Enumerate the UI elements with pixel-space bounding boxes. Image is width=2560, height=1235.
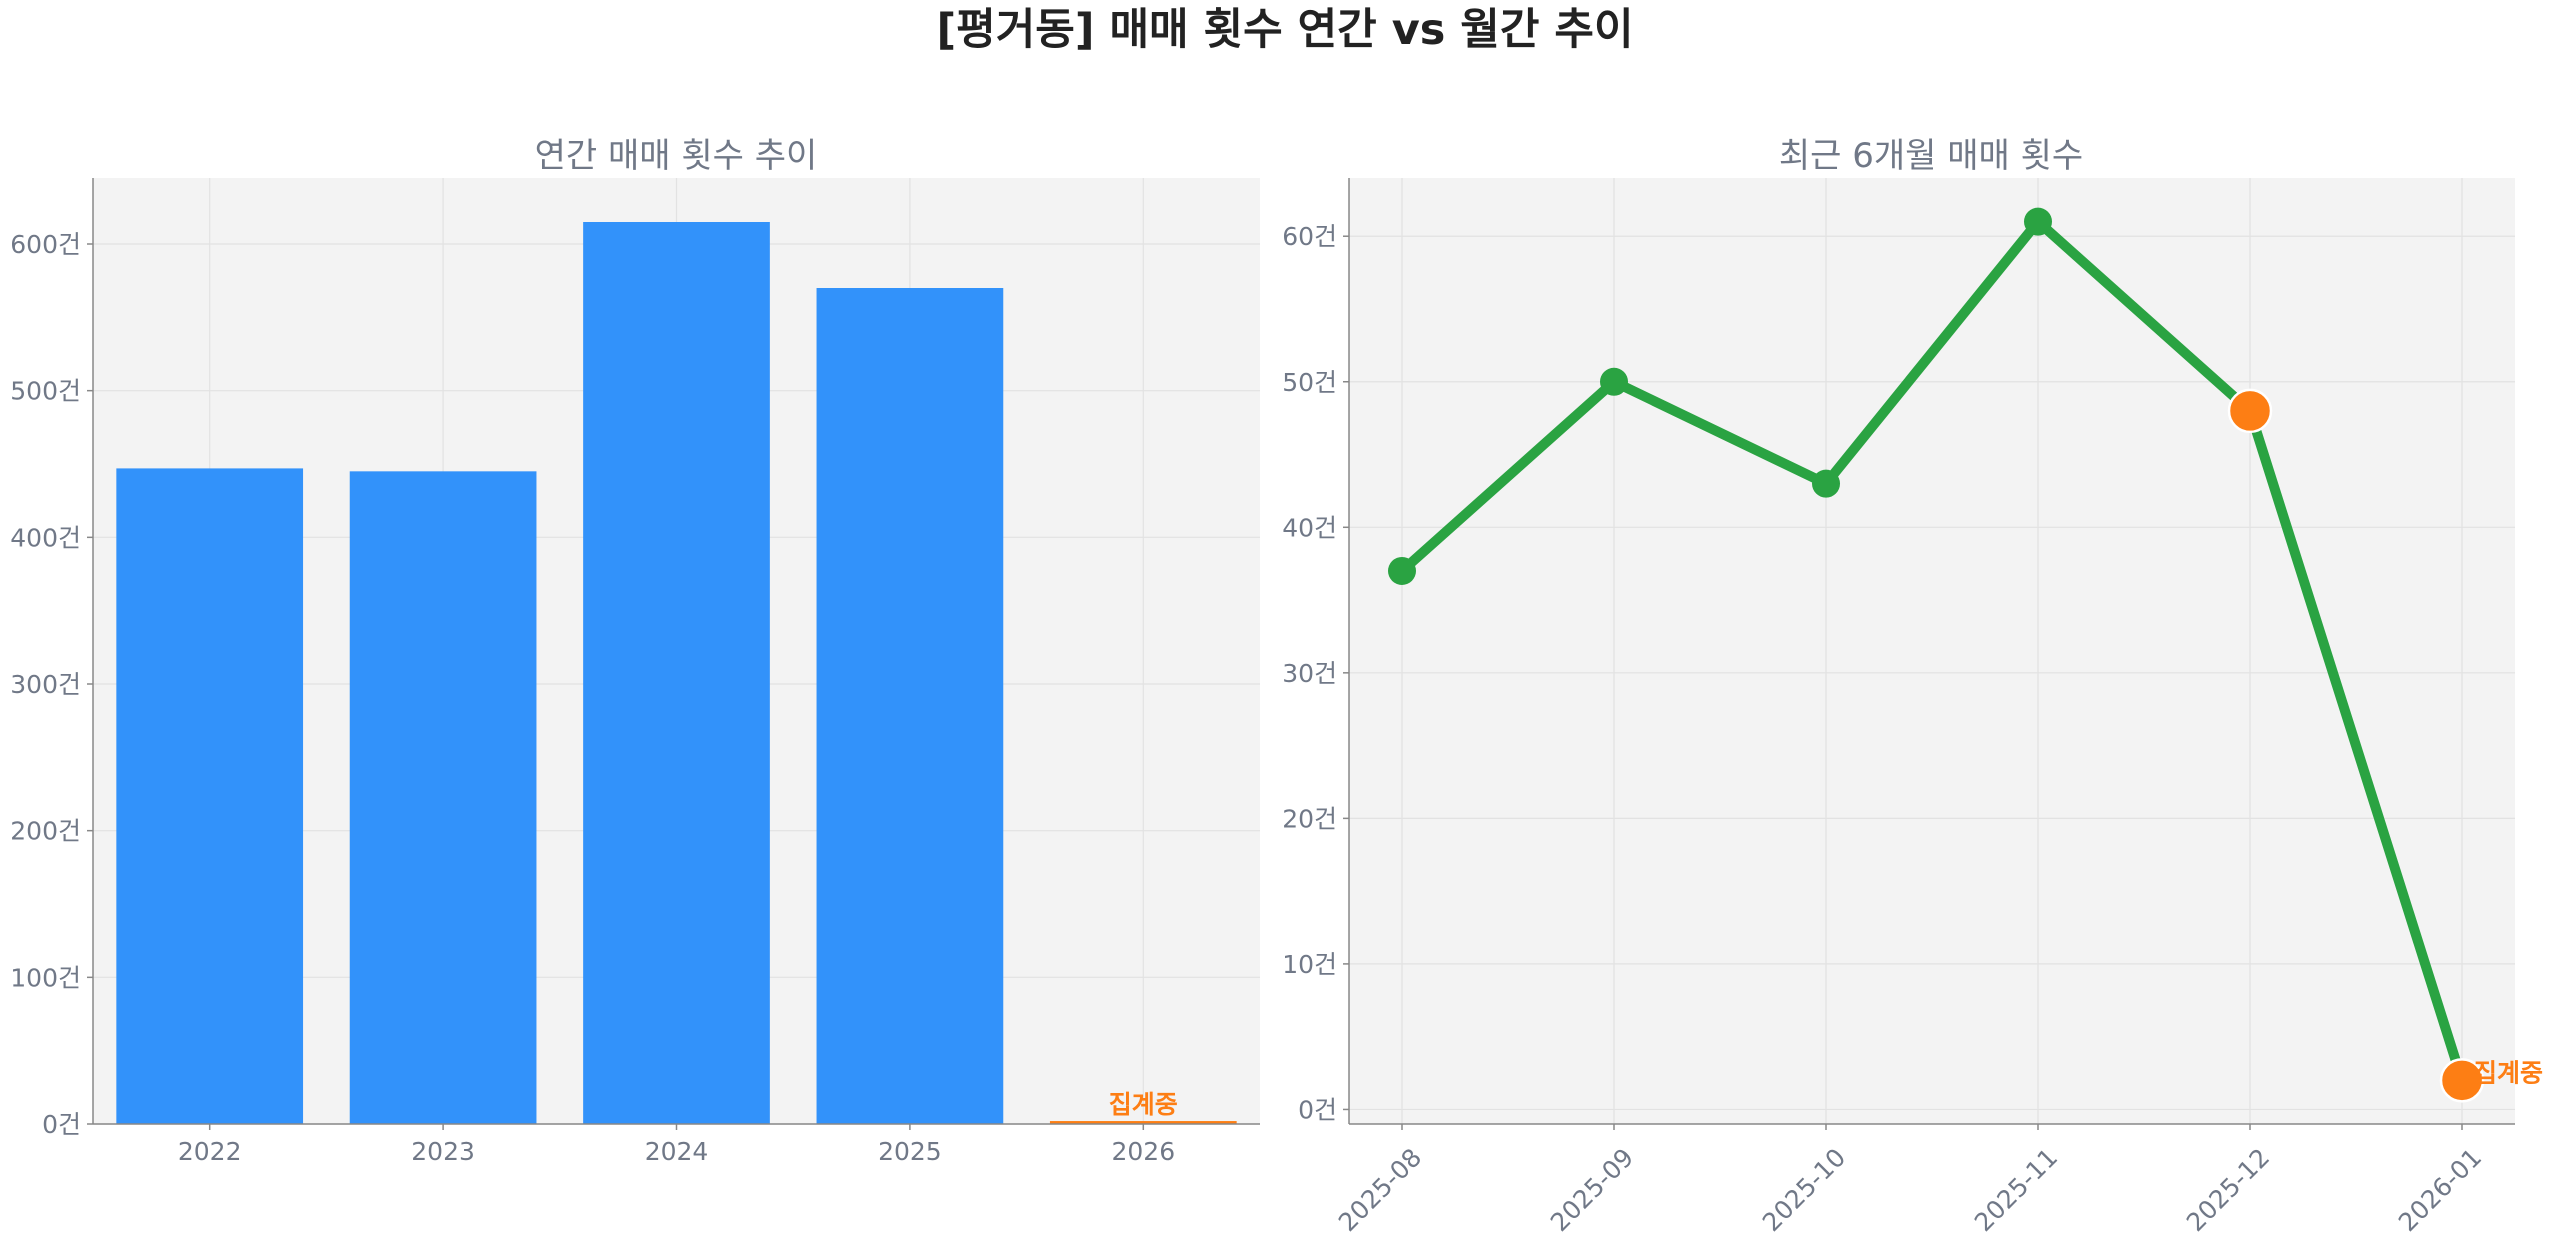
bar-2026 — [1049, 1121, 1237, 1124]
y-tick-label: 10건 — [1282, 950, 1337, 979]
annual-chart-title: 연간 매매 횟수 추이 — [535, 136, 818, 176]
annotation-label: 집계중 — [2474, 1058, 2543, 1087]
annual-bar-chart: 연간 매매 횟수 추이 0건 100건 200건 300건 400건 500건 600건 20… — [10, 136, 1260, 1166]
point-2025-10 — [1812, 469, 1840, 498]
y-tick-label: 0건 — [42, 1110, 81, 1139]
y-tick-label: 300건 — [10, 670, 81, 699]
y-tick-label: 500건 — [10, 377, 81, 406]
x-tick-label: 2024 — [645, 1137, 709, 1166]
y-tick-label: 50건 — [1282, 368, 1337, 397]
x-tick-label: 2025-08 — [1333, 1143, 1427, 1235]
x-tick-label: 2025-10 — [1757, 1143, 1851, 1235]
point-2025-09 — [1600, 367, 1628, 396]
highlight-point-2026-01 — [2439, 1058, 2485, 1103]
x-tick-label: 2025-12 — [2181, 1143, 2275, 1235]
y-tick-label: 20건 — [1282, 804, 1337, 833]
monthly-chart-title: 최근 6개월 매매 횟수 — [1779, 136, 2083, 176]
y-tick-label: 30건 — [1282, 659, 1337, 688]
y-tick-label: 400건 — [10, 523, 81, 552]
highlight-point-2025-12 — [2227, 388, 2273, 434]
point-2025-08 — [1388, 556, 1416, 585]
y-tick-label: 200건 — [10, 817, 81, 846]
x-tick-label: 2025-09 — [1545, 1143, 1639, 1235]
x-tick-label: 2026-01 — [2393, 1143, 2487, 1235]
x-tick-label: 2025-11 — [1969, 1143, 2063, 1235]
annotation-label: 집계중 — [1109, 1090, 1178, 1119]
x-tick-label: 2022 — [178, 1137, 242, 1166]
monthly-line-chart: 최근 6개월 매매 횟수 0건 10건 20건 30건 40건 50건 60건 2025-08… — [1282, 136, 2543, 1235]
bar-2023 — [349, 471, 537, 1124]
y-tick-label: 100건 — [10, 963, 81, 992]
y-tick-label: 0건 — [1298, 1095, 1337, 1124]
bar-2024 — [583, 222, 770, 1124]
x-tick-label: 2025 — [878, 1137, 942, 1166]
y-tick-label: 60건 — [1282, 222, 1337, 251]
plot-area — [1349, 178, 2515, 1124]
y-tick-label: 40건 — [1282, 513, 1337, 542]
series-line — [1397, 216, 2467, 1086]
y-tick-label: 600건 — [10, 230, 81, 259]
point-2025-11 — [2024, 207, 2052, 236]
x-tick-label: 2026 — [1111, 1137, 1175, 1166]
figure-title: [평거동] 매매 횟수 연간 vs 월간 추이 — [936, 5, 1633, 55]
bar-2022 — [116, 468, 304, 1124]
bar-2025 — [816, 288, 1004, 1124]
x-tick-label: 2023 — [411, 1137, 475, 1166]
